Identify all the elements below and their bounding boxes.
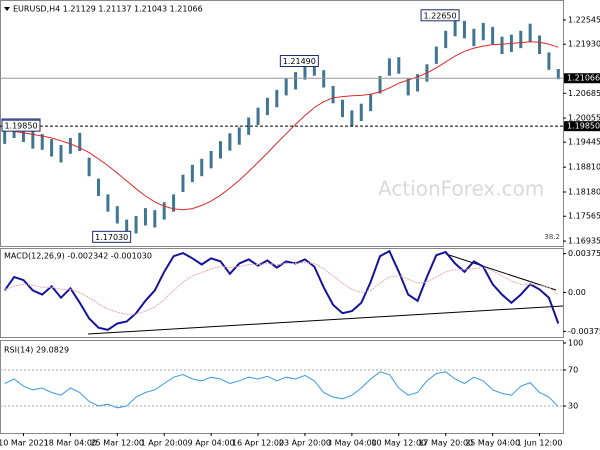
y-tick-label: 1.17565 bbox=[568, 212, 600, 221]
annotation-label: 1.21490 bbox=[283, 57, 316, 66]
annotation-box bbox=[420, 9, 460, 22]
menu-icon bbox=[4, 7, 10, 11]
price-badge-label: 1.21066 bbox=[567, 74, 600, 83]
series-line bbox=[4, 371, 559, 409]
y-tick-label: 100 bbox=[568, 339, 583, 348]
annotation-box bbox=[1, 119, 41, 132]
moving-average bbox=[4, 41, 559, 211]
rsi-panel bbox=[0, 340, 564, 434]
y-tick-label: 1.18180 bbox=[568, 187, 600, 196]
x-tick-label: 1 Apr 20:00 bbox=[141, 439, 188, 448]
price-panel bbox=[0, 0, 564, 247]
y-tick-label: 1.20055 bbox=[568, 114, 600, 123]
x-tick-label: 23 Apr 20:00 bbox=[279, 439, 331, 448]
x-tick-label: 25 Mar 12:00 bbox=[91, 439, 144, 448]
annotation-label: 1.22650 bbox=[424, 11, 457, 20]
x-tick-label: 9 Apr 04:00 bbox=[188, 439, 235, 448]
y-tick-label: -0.003759 bbox=[568, 327, 600, 336]
x-tick-label: 3 May 04:00 bbox=[327, 439, 377, 448]
x-tick-label: 18 Mar 04:00 bbox=[44, 439, 97, 448]
panel-title: RSI(14) 29.0829 bbox=[4, 346, 69, 355]
watermark: ActionForex.com bbox=[378, 177, 544, 201]
price-badge bbox=[564, 73, 600, 84]
y-tick-label: 1.18810 bbox=[568, 163, 600, 172]
y-tick-label: 1.21930 bbox=[568, 40, 600, 49]
y-tick-label: 0.00 bbox=[568, 288, 586, 297]
x-tick-label: 1 Jun 12:00 bbox=[517, 439, 563, 448]
annotation-box bbox=[279, 55, 319, 68]
y-tick-label: 1.22545 bbox=[568, 15, 600, 24]
annotation-label: 1.19850 bbox=[4, 122, 37, 131]
x-tick-label: 10 Mar 2021 bbox=[0, 439, 49, 448]
macd-support-trendline bbox=[87, 305, 564, 335]
y-tick-label: 1.20685 bbox=[568, 89, 600, 98]
panel-title: EURUSD,H4 1.21129 1.21137 1.21043 1.2106… bbox=[13, 5, 203, 14]
x-tick-label: 25 May 04:00 bbox=[465, 439, 520, 448]
macd-resistance-trendline bbox=[445, 253, 557, 291]
annotation-box bbox=[92, 230, 132, 243]
series-line bbox=[3, 249, 560, 331]
macd-panel bbox=[0, 248, 564, 338]
y-tick-label: 70 bbox=[568, 366, 578, 375]
level-badge-label: 1.19850 bbox=[567, 122, 600, 131]
x-tick-label: 10 May 12:00 bbox=[371, 439, 426, 448]
level-badge bbox=[564, 121, 600, 132]
y-tick-label: 30 bbox=[568, 402, 578, 411]
annotation-label: 1.17030 bbox=[95, 233, 128, 242]
panel-title: MACD(12,26,9) -0.002342 -0.001030 bbox=[4, 252, 152, 261]
y-tick-label: 0.003756 bbox=[568, 249, 600, 258]
x-tick-label: 16 Apr 12:00 bbox=[232, 439, 284, 448]
y-tick-label: 1.16935 bbox=[568, 237, 600, 246]
fib-label: 38.2 bbox=[544, 233, 560, 241]
series-line bbox=[4, 261, 559, 315]
x-tick-label: 17 May 20:00 bbox=[418, 439, 473, 448]
y-tick-label: 1.19445 bbox=[568, 138, 600, 147]
